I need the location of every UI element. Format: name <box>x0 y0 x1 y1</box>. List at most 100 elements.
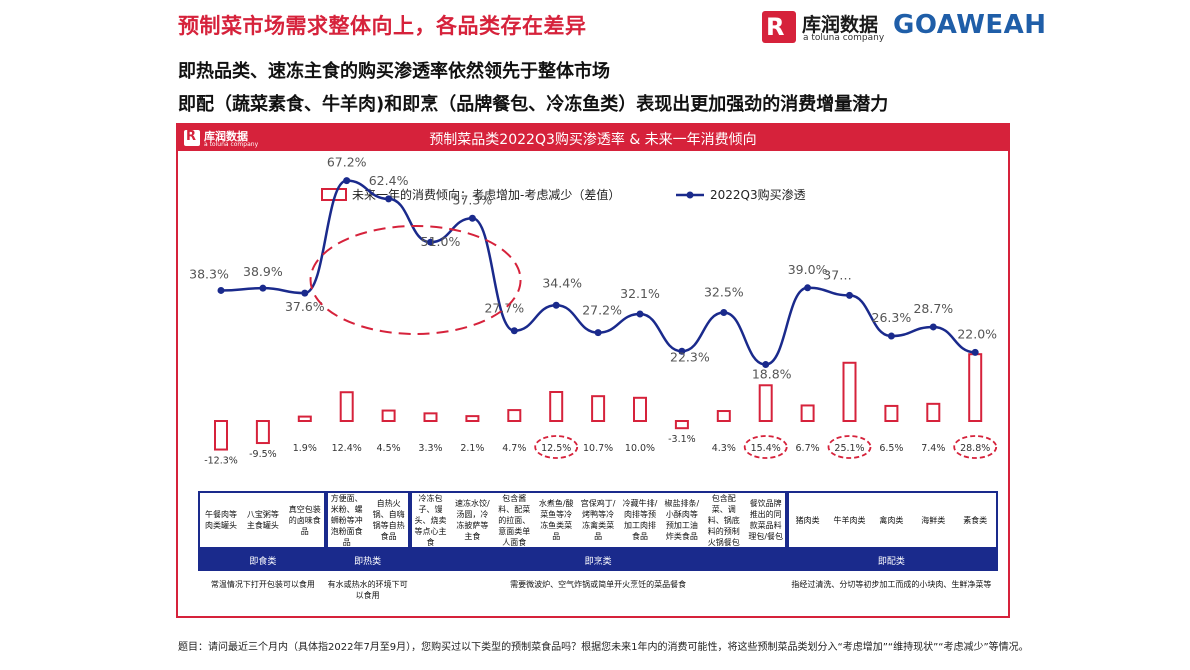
category-label-6: 速冻水饺/汤圆，冷冻披萨等主食 <box>455 499 490 541</box>
footnote: 题目：请问最近三个月内（具体指2022年7月至9月），您购买过以下类型的预制菜食… <box>178 642 1029 653</box>
category-label-10: 冷藏牛排/肉排等预加工肉排食品 <box>622 499 658 541</box>
group-label-0: 即食类 <box>198 549 328 571</box>
category-label-3: 方便面、米粉、螺蛳粉等冲泡粉面食品 <box>330 493 363 547</box>
legend-bar-label: 未来一年的消费倾向：考虑增加-考虑减少（差值） <box>352 187 620 202</box>
category-label-8: 水煮鱼/酸菜鱼等冷冻鱼类菜品 <box>538 499 574 541</box>
bar-label-15: 25.1% <box>834 443 864 454</box>
bar-3 <box>339 391 354 422</box>
line-label-4: 62.4% <box>369 173 409 188</box>
line-label-3: 67.2% <box>327 155 367 170</box>
bar-8 <box>549 391 564 422</box>
bar-14 <box>800 404 815 422</box>
bar-7 <box>507 409 522 423</box>
category-label-5: 冷冻包子、馒头、烧卖等点心主食 <box>414 493 447 547</box>
bar-label-6: 2.1% <box>460 443 484 454</box>
category-label-9: 宫保鸡丁/烤鸭等冷冻禽类菜品 <box>580 499 616 541</box>
line-label-0: 38.3% <box>189 266 229 281</box>
bar-highlight-15 <box>827 435 872 459</box>
line-label-2: 37.6% <box>285 299 325 314</box>
category-label-7: 包含酱料、配菜的拉面、意面类单人面食 <box>498 493 531 547</box>
legend-line-label: 2022Q3购买渗透 <box>710 187 806 202</box>
line-point-9 <box>594 329 602 337</box>
category-label-17: 海鲜类 <box>921 515 946 525</box>
bar-label-4: 4.5% <box>377 443 401 454</box>
group-label-1: 即热类 <box>323 549 412 571</box>
line-label-13: 18.8% <box>752 367 792 382</box>
bar-1 <box>255 420 270 445</box>
category-label-4: 自热火锅、自嗨锅等自热食品 <box>372 499 405 541</box>
page-title: 预制菜市场需求整体向上，各品类存在差异 <box>178 14 587 38</box>
bar-highlight-18 <box>953 435 998 459</box>
line-point-2 <box>301 289 309 297</box>
chart-panel <box>176 123 1010 618</box>
line-label-14: 39.0% <box>788 262 828 277</box>
category-label-11: 椒盐排条/小酥肉等预加工油炸类食品 <box>664 499 700 541</box>
line-point-18 <box>971 348 979 356</box>
bar-10 <box>633 396 647 422</box>
line-label-10: 32.1% <box>620 286 660 301</box>
line-point-10 <box>636 310 644 318</box>
line-point-4 <box>385 195 393 203</box>
bar-11 <box>674 420 689 430</box>
bar-4 <box>381 409 396 422</box>
group-note-0: 常温情况下打开包装可以食用 <box>210 580 315 589</box>
line-label-16: 26.3% <box>872 310 912 325</box>
bar-16 <box>884 404 899 423</box>
bar-label-8: 12.5% <box>541 443 571 454</box>
line-label-17: 28.7% <box>913 301 953 316</box>
category-label-1: 八宝粥等主食罐头 <box>246 510 279 530</box>
line-label-11: 22.3% <box>670 349 710 364</box>
line-label-6: 57.3% <box>453 192 493 207</box>
bar-highlight-8 <box>534 435 579 459</box>
bar-label-17: 7.4% <box>921 443 945 454</box>
bar-highlight-13 <box>743 435 788 459</box>
category-label-13: 餐饮品牌推出的同款菜品料理包/餐包 <box>748 499 784 541</box>
bar-label-12: 4.3% <box>712 443 736 454</box>
line-point-15 <box>846 291 853 299</box>
subtitle-growth: 即配（蔬菜素食、牛羊肉)和即烹（品牌餐包、冷冻鱼类）表现出更加强劲的消费增量潜力 <box>178 94 889 115</box>
bar-label-18: 28.8% <box>960 443 990 454</box>
group-box-2 <box>407 491 789 549</box>
group-box-3 <box>784 491 999 549</box>
bar-6 <box>465 415 480 422</box>
bar-15 <box>842 361 857 423</box>
group-note-2: 需要微波炉、空气炸锅或简单开火烹饪的菜品餐食 <box>510 580 687 589</box>
bar-18 <box>968 353 983 422</box>
panel-logo-icon: R <box>184 129 200 146</box>
category-label-16: 禽肉类 <box>879 515 904 525</box>
bar-label-3: 12.4% <box>332 443 362 454</box>
bar-13 <box>758 384 773 423</box>
bar-label-13: 15.4% <box>751 443 781 454</box>
subtitle-penetration: 即热品类、速冻主食的购买渗透率依然领先于整体市场 <box>178 61 610 82</box>
line-point-12 <box>720 309 728 316</box>
line-point-0 <box>217 286 225 294</box>
category-label-0: 午餐肉等肉类罐头 <box>204 510 237 530</box>
bar-label-11: -3.1% <box>668 434 696 445</box>
panel-logo-name: 库润数据 <box>204 130 248 143</box>
category-label-15: 牛羊肉类 <box>833 515 866 525</box>
group-box-1 <box>323 491 412 549</box>
line-point-3 <box>343 177 351 185</box>
category-label-12: 包含配菜、调料、锅底料的预制火锅餐包 <box>707 493 740 547</box>
line-label-9: 27.2% <box>582 303 622 318</box>
line-series-path <box>220 179 976 366</box>
group-label-3: 即配类 <box>784 549 999 571</box>
chart-panel-header <box>178 125 1008 151</box>
bar-label-5: 3.3% <box>418 443 442 454</box>
group-label-2: 即烹类 <box>407 549 789 571</box>
bar-label-7: 4.7% <box>502 443 526 454</box>
line-point-6 <box>468 214 476 222</box>
legend-line-marker <box>686 191 694 199</box>
line-label-1: 38.9% <box>243 264 283 279</box>
group-note-3: 指经过清洗、分切等初步加工而成的小块肉、生鲜净菜等 <box>791 580 992 589</box>
line-point-5 <box>427 238 434 246</box>
line-label-8: 34.4% <box>542 275 582 290</box>
line-label-18: 22.0% <box>957 326 997 341</box>
line-point-13 <box>762 361 770 369</box>
goaweah-logo: GOAWEAH <box>893 10 1047 40</box>
line-label-15: 37… <box>823 267 851 282</box>
bar-5 <box>423 412 438 422</box>
line-label-7: 27.7% <box>484 301 524 316</box>
category-label-2: 真空包装的卤味食品 <box>288 504 321 536</box>
